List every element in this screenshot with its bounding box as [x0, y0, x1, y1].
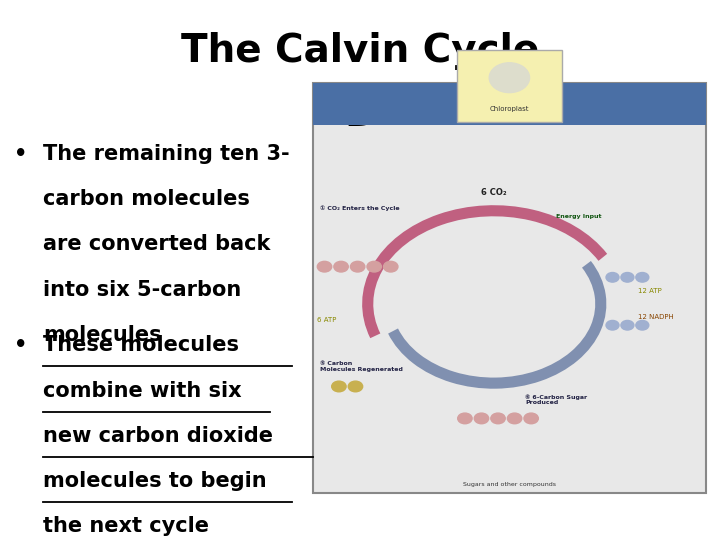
Text: ⑤ Carbon
Molecules Regenerated: ⑤ Carbon Molecules Regenerated: [320, 361, 403, 372]
Circle shape: [524, 413, 539, 424]
Circle shape: [332, 381, 346, 392]
Circle shape: [606, 320, 619, 330]
Text: carbon molecules: carbon molecules: [43, 189, 250, 209]
Circle shape: [621, 320, 634, 330]
Text: molecules to begin: molecules to begin: [43, 471, 267, 491]
Text: 6 CO₂: 6 CO₂: [481, 188, 506, 198]
Circle shape: [384, 261, 398, 272]
FancyBboxPatch shape: [313, 83, 706, 125]
Circle shape: [490, 63, 530, 92]
Text: into six 5-carbon: into six 5-carbon: [43, 280, 241, 300]
Text: 6 ATP: 6 ATP: [318, 317, 337, 323]
Text: These molecules: These molecules: [43, 335, 239, 355]
Text: •: •: [14, 144, 28, 164]
Text: Chloroplast: Chloroplast: [490, 106, 529, 112]
Circle shape: [348, 381, 363, 392]
Text: Sugars and other compounds: Sugars and other compounds: [463, 482, 556, 487]
Circle shape: [351, 261, 365, 272]
FancyBboxPatch shape: [313, 83, 706, 492]
Text: 12 NADPH: 12 NADPH: [638, 314, 673, 320]
Text: ⑥ 6-Carbon Sugar
Produced: ⑥ 6-Carbon Sugar Produced: [525, 394, 588, 406]
Text: The Calvin Cycle: The Calvin Cycle: [181, 32, 539, 70]
Text: the next cycle: the next cycle: [43, 516, 210, 537]
Circle shape: [606, 273, 619, 282]
Text: The remaining ten 3-: The remaining ten 3-: [43, 144, 290, 164]
Circle shape: [636, 320, 649, 330]
Text: are converted back: are converted back: [43, 234, 271, 254]
Text: •: •: [14, 335, 28, 355]
Circle shape: [491, 413, 505, 424]
Text: combine with six: combine with six: [43, 381, 242, 401]
Text: molecules: molecules: [43, 325, 162, 345]
Circle shape: [458, 413, 472, 424]
Text: ① CO₂ Enters the Cycle: ① CO₂ Enters the Cycle: [320, 206, 400, 211]
Circle shape: [474, 413, 489, 424]
Text: 12 ATP: 12 ATP: [638, 288, 662, 294]
Circle shape: [636, 273, 649, 282]
Circle shape: [318, 261, 332, 272]
Text: D: D: [344, 96, 376, 134]
Circle shape: [508, 413, 522, 424]
Text: new carbon dioxide: new carbon dioxide: [43, 426, 273, 446]
Circle shape: [334, 261, 348, 272]
Text: Energy Input: Energy Input: [557, 214, 602, 219]
Circle shape: [367, 261, 382, 272]
FancyBboxPatch shape: [456, 50, 562, 122]
Circle shape: [621, 273, 634, 282]
